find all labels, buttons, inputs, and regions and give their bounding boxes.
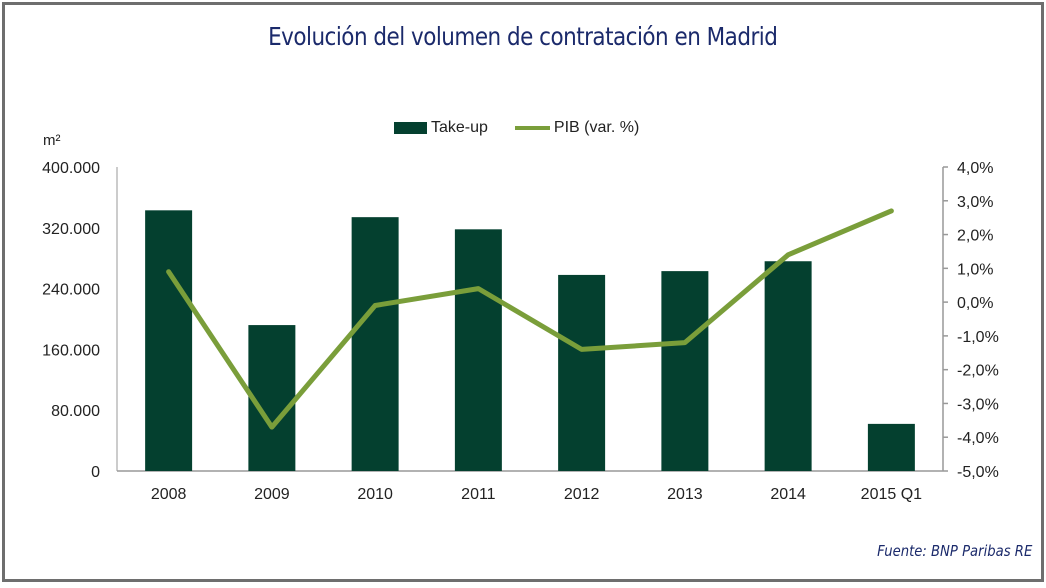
bar-take-up-2011: [454, 229, 502, 471]
y-tick-label-right: 0,0%: [957, 295, 993, 312]
legend-swatch-take-up: [394, 122, 427, 134]
y-tick-label-left: 400.000: [42, 160, 100, 177]
bar-take-up-2010: [351, 217, 399, 471]
y-tick-label-right: -5,0%: [957, 464, 999, 481]
chart-title: Evolución del volumen de contratación en…: [268, 22, 778, 51]
y-axis-unit-label: m²: [43, 132, 61, 149]
bar-take-up-2009: [248, 325, 296, 471]
y-tick-label-left: 0: [91, 464, 100, 481]
x-tick-label: 2012: [564, 486, 600, 503]
y-tick-label-left: 240.000: [42, 282, 100, 299]
y-tick-label-right: 4,0%: [957, 160, 993, 177]
x-tick-label: 2010: [357, 486, 393, 503]
bar-take-up-2012: [558, 274, 606, 471]
line-pib-series: [166, 208, 894, 430]
bar-take-up-2014: [764, 261, 812, 471]
x-tick-label: 2014: [770, 486, 806, 503]
x-tick-label: 2009: [254, 486, 290, 503]
bar-take-up-2008: [145, 210, 193, 471]
legend-swatch-pib: [514, 126, 550, 130]
y-tick-label-right: 1,0%: [957, 261, 993, 278]
y-tick-label-left: 80.000: [51, 403, 100, 420]
bar-take-up-2015-q1: [867, 423, 915, 471]
x-tick-label: 2015 Q1: [861, 486, 922, 503]
y-tick-label-right: 3,0%: [957, 194, 993, 211]
y-tick-label-right: -1,0%: [957, 329, 999, 346]
y-tick-label-left: 160.000: [42, 342, 100, 359]
legend-label-take-up: Take-up: [431, 119, 488, 136]
x-tick-label: 2011: [461, 486, 496, 503]
x-tick-label: 2013: [667, 486, 703, 503]
x-tick-label: 2008: [151, 486, 187, 503]
legend: Take-up PIB (var. %): [394, 118, 639, 138]
legend-label-pib: PIB (var. %): [553, 119, 640, 136]
bar-take-up-2013: [661, 271, 709, 471]
y-tick-label-right: -2,0%: [957, 363, 999, 380]
y-tick-label-right: 2,0%: [957, 228, 993, 245]
y-tick-label-right: -4,0%: [957, 430, 999, 447]
y-tick-label-left: 320.000: [42, 221, 100, 238]
y-tick-label-right: -3,0%: [957, 396, 999, 413]
source-note: Fuente: BNP Paribas RE: [876, 542, 1032, 560]
